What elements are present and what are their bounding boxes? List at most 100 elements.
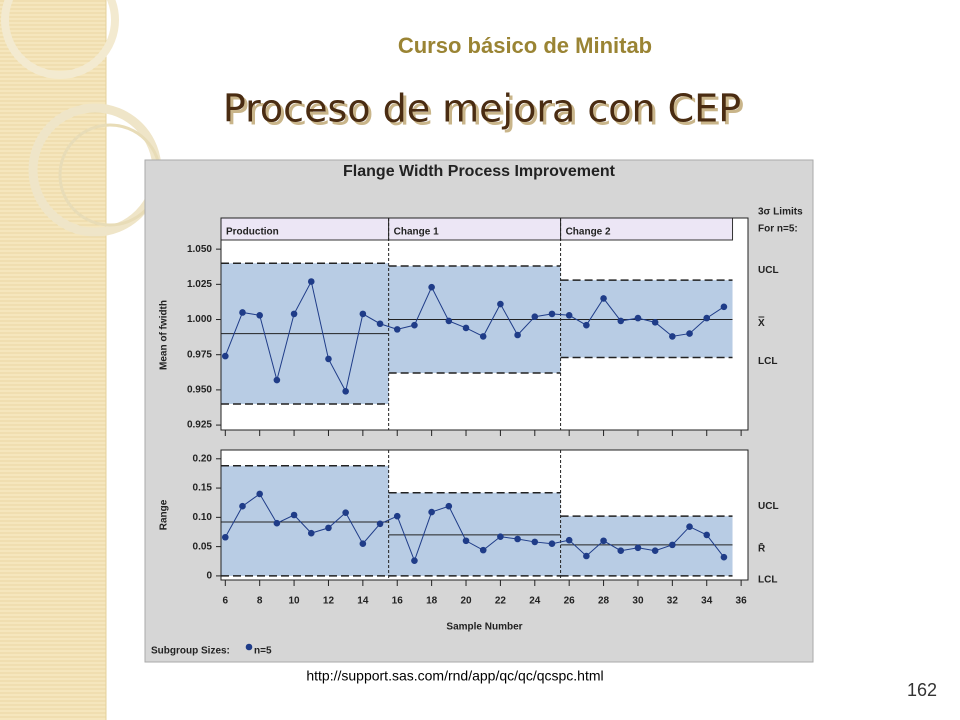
control-band — [560, 516, 733, 576]
data-point — [497, 533, 504, 540]
data-point — [221, 352, 229, 360]
y-tick-label: 0.15 — [193, 483, 213, 494]
data-point — [359, 540, 367, 547]
data-point — [583, 552, 590, 560]
x-tick-label: 26 — [564, 596, 576, 607]
y-tick-label: 0.975 — [187, 349, 212, 360]
x-tick-label: 32 — [667, 596, 679, 607]
data-point — [651, 547, 659, 555]
data-point — [256, 490, 263, 498]
data-point — [565, 311, 573, 319]
data-point — [703, 314, 711, 322]
data-point — [651, 319, 659, 326]
y-axis-label: Mean of fwidth — [159, 300, 170, 370]
x-axis-label: Sample Number — [446, 622, 522, 633]
data-point — [634, 544, 642, 552]
x-tick-label: 20 — [460, 596, 472, 607]
data-point — [359, 310, 367, 318]
center-label: R̄ — [758, 542, 766, 554]
page-number: 162 — [907, 680, 937, 700]
y-axis-label: Range — [159, 499, 170, 530]
data-point — [686, 330, 693, 337]
data-point — [703, 531, 711, 539]
lcl-label: LCL — [758, 575, 777, 586]
data-point — [273, 519, 281, 527]
data-point — [548, 310, 556, 318]
phase-label: Production — [226, 227, 279, 238]
ucl-label: UCL — [758, 265, 779, 276]
plot-frame — [220, 449, 749, 581]
legend-marker — [245, 643, 253, 651]
data-point — [325, 524, 332, 532]
data-point — [617, 317, 625, 325]
deco-circle — [1, 0, 119, 79]
data-point — [342, 387, 349, 395]
data-point — [669, 541, 676, 549]
limits-note: For n=5: — [758, 224, 798, 235]
y-tick-label: 0.10 — [193, 512, 213, 523]
lcl-label: LCL — [758, 356, 777, 367]
x-tick-label: 6 — [223, 596, 229, 607]
y-tick-label: 1.000 — [187, 314, 212, 325]
limits-note: 3σ Limits — [758, 207, 803, 218]
data-point — [600, 537, 607, 545]
data-point — [497, 300, 504, 308]
data-point — [565, 536, 573, 544]
x-tick-label: 30 — [632, 596, 644, 607]
data-point — [462, 324, 470, 332]
y-tick-label: 0.20 — [193, 453, 213, 464]
x-tick-label: 18 — [426, 596, 438, 607]
data-point — [273, 376, 281, 384]
y-tick-label: 0.05 — [193, 541, 213, 552]
data-point — [686, 523, 693, 531]
data-point — [720, 553, 728, 561]
y-tick-label: 0.950 — [187, 385, 212, 396]
data-point — [514, 331, 521, 339]
x-tick-label: 28 — [598, 596, 610, 607]
data-point — [428, 508, 435, 516]
data-point — [325, 355, 332, 363]
data-point — [307, 529, 315, 537]
plot-frame — [220, 217, 749, 431]
subgroup-label: Subgroup Sizes: — [151, 646, 230, 657]
slide-header: Curso básico de Minitab — [398, 33, 652, 58]
y-tick-label: 1.025 — [187, 279, 212, 290]
x-tick-label: 24 — [529, 596, 541, 607]
data-point — [428, 283, 435, 291]
y-tick-label: 0 — [206, 571, 212, 582]
data-point — [462, 537, 470, 545]
control-band — [221, 465, 389, 576]
x-tick-label: 16 — [392, 596, 404, 607]
y-tick-label: 0.925 — [187, 420, 212, 431]
x-tick-label: 22 — [495, 596, 507, 607]
data-point — [634, 314, 642, 322]
data-point — [531, 538, 539, 546]
data-point — [445, 317, 453, 325]
x-tick-label: 8 — [257, 596, 263, 607]
data-point — [393, 326, 401, 333]
chart-title: Flange Width Process Improvement — [343, 163, 616, 180]
x-tick-label: 12 — [323, 596, 335, 607]
data-point — [583, 321, 590, 329]
ucl-label: UCL — [758, 501, 779, 512]
x-tick-label: 36 — [736, 596, 748, 607]
center-label: X̿ — [758, 316, 765, 329]
data-point — [600, 295, 607, 302]
data-point — [290, 310, 298, 318]
slide-title: Proceso de mejora con CEP — [223, 87, 741, 131]
x-tick-label: 34 — [701, 596, 713, 607]
data-point — [256, 311, 263, 319]
x-tick-label: 14 — [357, 596, 369, 607]
y-tick-label: 1.050 — [187, 244, 212, 255]
phase-label: Change 1 — [394, 227, 439, 238]
data-point — [342, 509, 349, 516]
data-point — [221, 533, 229, 541]
x-tick-label: 10 — [289, 596, 301, 607]
data-point — [239, 502, 246, 510]
data-point — [479, 333, 487, 340]
data-point — [239, 309, 246, 316]
data-point — [548, 540, 556, 547]
data-point — [307, 278, 315, 285]
